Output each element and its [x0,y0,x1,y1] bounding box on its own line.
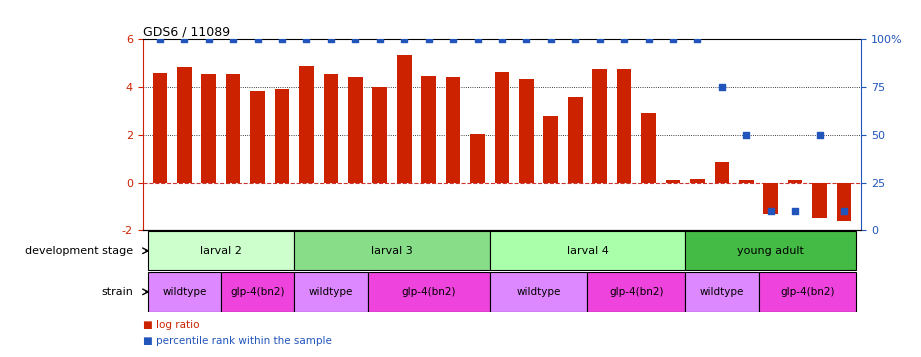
Text: wildtype: wildtype [700,287,744,297]
Point [812,132,827,137]
Bar [592,69,607,182]
Point [592,36,607,42]
Text: wildtype: wildtype [309,287,353,297]
Bar [147,272,221,312]
Bar [348,77,363,182]
Bar [251,91,265,182]
Bar [490,272,588,312]
Point [202,36,216,42]
Bar [221,272,294,312]
Point [617,36,632,42]
Bar [685,231,857,271]
Text: larval 2: larval 2 [200,246,242,256]
Point [274,36,289,42]
Bar [666,180,681,182]
Point [153,36,168,42]
Point [323,36,338,42]
Text: larval 3: larval 3 [371,246,413,256]
Bar [588,272,685,312]
Point [739,132,753,137]
Bar [759,272,857,312]
Point [641,36,656,42]
Text: glp-4(bn2): glp-4(bn2) [230,287,285,297]
Bar [372,87,387,182]
Bar [812,182,827,218]
Bar [147,231,294,271]
Bar [543,116,558,182]
Point [397,36,412,42]
Point [470,36,484,42]
Point [543,36,558,42]
Bar [471,134,484,182]
Text: ■ percentile rank within the sample: ■ percentile rank within the sample [143,336,332,346]
Point [836,208,851,214]
Point [666,36,681,42]
Bar [446,77,460,182]
Point [348,36,363,42]
Text: ■ log ratio: ■ log ratio [143,320,199,330]
Bar [836,182,851,221]
Text: wildtype: wildtype [517,287,561,297]
Point [690,36,705,42]
Text: wildtype: wildtype [162,287,206,297]
Point [372,36,387,42]
Bar [739,180,753,182]
Bar [490,231,685,271]
Text: GDS6 / 11089: GDS6 / 11089 [143,25,230,38]
Point [251,36,265,42]
Bar [226,74,240,182]
Bar [421,76,436,182]
Bar [568,97,583,182]
Point [715,84,729,90]
Point [446,36,460,42]
Bar [294,231,490,271]
Point [519,36,534,42]
Bar [299,66,314,182]
Point [299,36,314,42]
Point [764,208,778,214]
Bar [617,69,632,182]
Text: strain: strain [101,287,134,297]
Text: young adult: young adult [738,246,804,256]
Text: larval 4: larval 4 [566,246,609,256]
Point [568,36,583,42]
Text: glp-4(bn2): glp-4(bn2) [609,287,664,297]
Text: development stage: development stage [26,246,134,256]
Bar [177,67,192,182]
Point [787,208,802,214]
Bar [641,113,656,182]
Bar [202,74,216,182]
Point [495,36,509,42]
Bar [495,71,509,182]
Bar [274,89,289,182]
Point [226,36,240,42]
Bar [715,162,729,182]
Bar [323,74,338,182]
Text: glp-4(bn2): glp-4(bn2) [780,287,834,297]
Bar [519,79,533,182]
Bar [397,55,412,182]
Bar [153,73,168,182]
Bar [294,272,367,312]
Bar [764,182,778,213]
Point [177,36,192,42]
Point [421,36,436,42]
Bar [685,272,759,312]
Bar [690,179,705,182]
Bar [787,180,802,182]
Bar [367,272,490,312]
Text: glp-4(bn2): glp-4(bn2) [402,287,456,297]
